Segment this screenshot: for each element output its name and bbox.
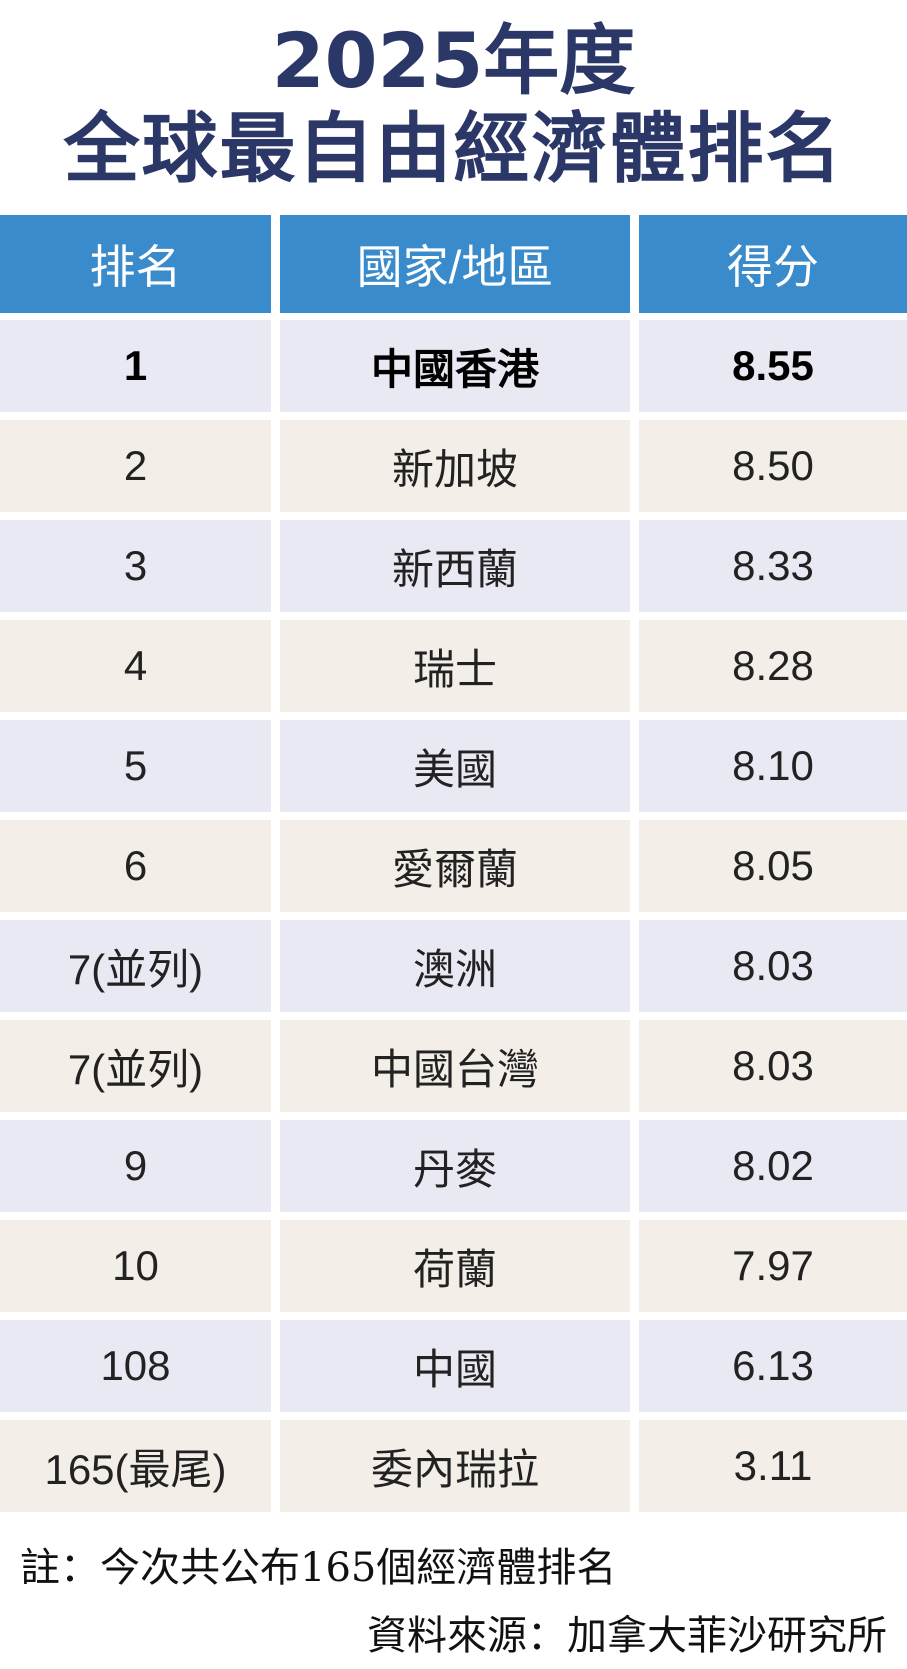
header-rank: 排名 [0, 215, 271, 313]
country-cell: 丹麥 [280, 1120, 630, 1212]
header-score: 得分 [639, 215, 907, 313]
title-year: 2025年度 [271, 16, 636, 105]
rank-cell: 1 [0, 320, 271, 412]
score-cell: 3.11 [639, 1420, 907, 1512]
rank-cell: 10 [0, 1220, 271, 1312]
score-cell: 8.10 [639, 720, 907, 812]
rank-cell: 5 [0, 720, 271, 812]
header-country: 國家/地區 [280, 215, 630, 313]
rank-cell: 7(並列) [0, 1020, 271, 1112]
score-cell: 8.28 [639, 620, 907, 712]
country-cell: 委內瑞拉 [280, 1420, 630, 1512]
table-row: 4 瑞士 8.28 [0, 620, 907, 712]
country-cell: 荷蘭 [280, 1220, 630, 1312]
score-cell: 7.97 [639, 1220, 907, 1312]
score-cell: 8.50 [639, 420, 907, 512]
score-cell: 6.13 [639, 1320, 907, 1412]
title-main: 全球最自由經濟體排名 [63, 104, 844, 193]
score-cell: 8.02 [639, 1120, 907, 1212]
rank-cell: 4 [0, 620, 271, 712]
table-row: 2 新加坡 8.50 [0, 420, 907, 512]
table-row: 9 丹麥 8.02 [0, 1120, 907, 1212]
table-row: 7(並列) 中國台灣 8.03 [0, 1020, 907, 1112]
score-cell: 8.33 [639, 520, 907, 612]
country-cell: 中國 [280, 1320, 630, 1412]
table-row: 108 中國 6.13 [0, 1320, 907, 1412]
table-header: 排名 國家/地區 得分 [0, 215, 907, 313]
rank-cell: 9 [0, 1120, 271, 1212]
rank-cell: 7(並列) [0, 920, 271, 1012]
rank-cell: 165(最尾) [0, 1420, 271, 1512]
ranking-table: 排名 國家/地區 得分 1 中國香港 8.55 2 新加坡 8.50 3 新西蘭 8.33 4 瑞士… [0, 215, 907, 1520]
rank-cell: 6 [0, 820, 271, 912]
country-cell: 中國台灣 [280, 1020, 630, 1112]
score-cell: 8.55 [639, 320, 907, 412]
country-cell: 中國香港 [280, 320, 630, 412]
table-row: 5 美國 8.10 [0, 720, 907, 812]
country-cell: 瑞士 [280, 620, 630, 712]
table-row: 10 荷蘭 7.97 [0, 1220, 907, 1312]
country-cell: 澳洲 [280, 920, 630, 1012]
table-row: 1 中國香港 8.55 [0, 320, 907, 412]
table-row: 6 愛爾蘭 8.05 [0, 820, 907, 912]
table-row: 165(最尾) 委內瑞拉 3.11 [0, 1420, 907, 1512]
score-cell: 8.03 [639, 1020, 907, 1112]
country-cell: 新西蘭 [280, 520, 630, 612]
score-cell: 8.05 [639, 820, 907, 912]
table-row: 3 新西蘭 8.33 [0, 520, 907, 612]
country-cell: 愛爾蘭 [280, 820, 630, 912]
country-cell: 新加坡 [280, 420, 630, 512]
source-note: 資料來源：加拿大菲沙研究所 [367, 1613, 887, 1659]
table-row: 7(並列) 澳洲 8.03 [0, 920, 907, 1012]
score-cell: 8.03 [639, 920, 907, 1012]
rank-cell: 108 [0, 1320, 271, 1412]
rank-cell: 2 [0, 420, 271, 512]
footnote: 註：今次共公布165個經濟體排名 [20, 1545, 617, 1591]
country-cell: 美國 [280, 720, 630, 812]
rank-cell: 3 [0, 520, 271, 612]
